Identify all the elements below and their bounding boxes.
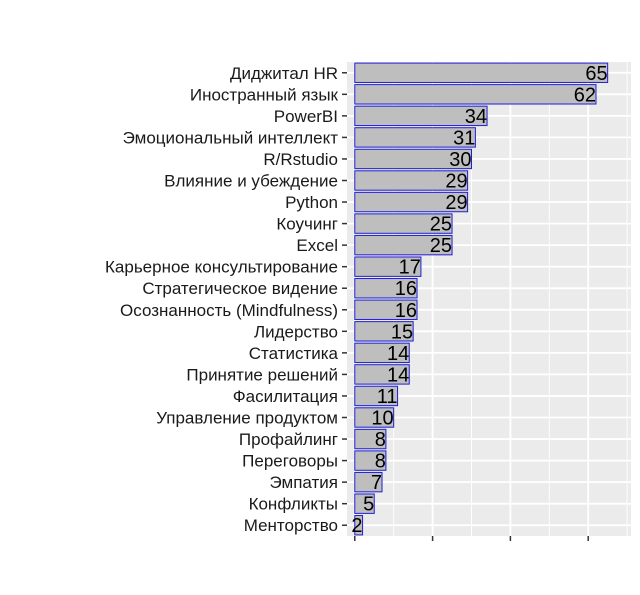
value-label: 8 (375, 429, 386, 451)
value-label: 16 (395, 300, 417, 322)
bar (354, 407, 395, 428)
bar (354, 321, 414, 342)
value-label: 14 (387, 343, 409, 365)
bar (354, 515, 364, 536)
category-label: Коучинг (276, 215, 338, 234)
category-label: Python (285, 193, 338, 212)
category-label: Карьерное консультирование (105, 258, 338, 277)
value-label: 34 (465, 106, 487, 128)
value-label: 29 (445, 192, 467, 214)
value-label: 17 (399, 257, 421, 279)
value-label: 16 (395, 278, 417, 300)
value-label: 31 (453, 127, 475, 149)
bar (354, 364, 410, 385)
value-label: 11 (377, 386, 398, 408)
bar (354, 278, 418, 299)
category-label: Диджитал HR (230, 64, 338, 83)
bar (354, 342, 410, 364)
category-label: Принятие решений (186, 365, 338, 384)
value-label: 14 (387, 364, 409, 386)
value-label: 15 (391, 321, 413, 343)
category-label: Стратегическое видение (142, 279, 338, 298)
bar (354, 450, 387, 471)
category-label: Лидерство (254, 322, 338, 341)
bar (354, 256, 422, 277)
value-label: 8 (375, 451, 386, 473)
category-labels: Диджитал HR Иностранный язык PowerBI Эмоцио… (105, 64, 339, 535)
category-label: Иностранный язык (190, 85, 339, 104)
value-label: 25 (430, 214, 452, 236)
bar (354, 62, 609, 83)
category-label: Фасилитация (233, 387, 338, 406)
value-label: 10 (371, 408, 393, 430)
bar (354, 105, 488, 127)
value-label: 62 (574, 84, 596, 106)
bar (354, 213, 453, 234)
x-axis-ticks (354, 536, 589, 541)
bar (354, 84, 597, 105)
category-label: Эмоциональный интеллект (123, 128, 339, 147)
bar (354, 493, 375, 514)
bar (354, 299, 418, 320)
category-label: Менторство (244, 516, 338, 535)
value-label: 30 (449, 149, 471, 171)
bar (354, 234, 453, 256)
category-label: R/Rstudio (263, 150, 338, 169)
category-label: Конфликты (249, 495, 338, 514)
bar (354, 471, 383, 493)
value-label: 65 (585, 63, 607, 85)
bars (354, 62, 609, 536)
value-label: 2 (351, 515, 362, 537)
category-label: Excel (296, 236, 338, 255)
bar (354, 148, 472, 170)
bar (354, 385, 399, 407)
value-label: 7 (371, 472, 382, 494)
bar (354, 170, 469, 191)
bar (354, 191, 469, 213)
category-label: Переговоры (242, 452, 338, 471)
category-label: Осознанность (Mindfulness) (120, 301, 338, 320)
category-label: Управление продуктом (156, 409, 338, 428)
value-label: 25 (430, 235, 452, 257)
value-label: 5 (363, 494, 374, 516)
category-label: Эмпатия (270, 473, 339, 492)
value-label: 29 (445, 171, 467, 193)
bar (354, 127, 476, 148)
category-label: Профайлинг (239, 430, 338, 449)
y-axis-ticks (342, 72, 347, 526)
bar (354, 428, 387, 450)
category-label: Статистика (249, 344, 339, 363)
category-label: PowerBI (274, 107, 338, 126)
category-label: Влияние и убеждение (164, 172, 338, 191)
